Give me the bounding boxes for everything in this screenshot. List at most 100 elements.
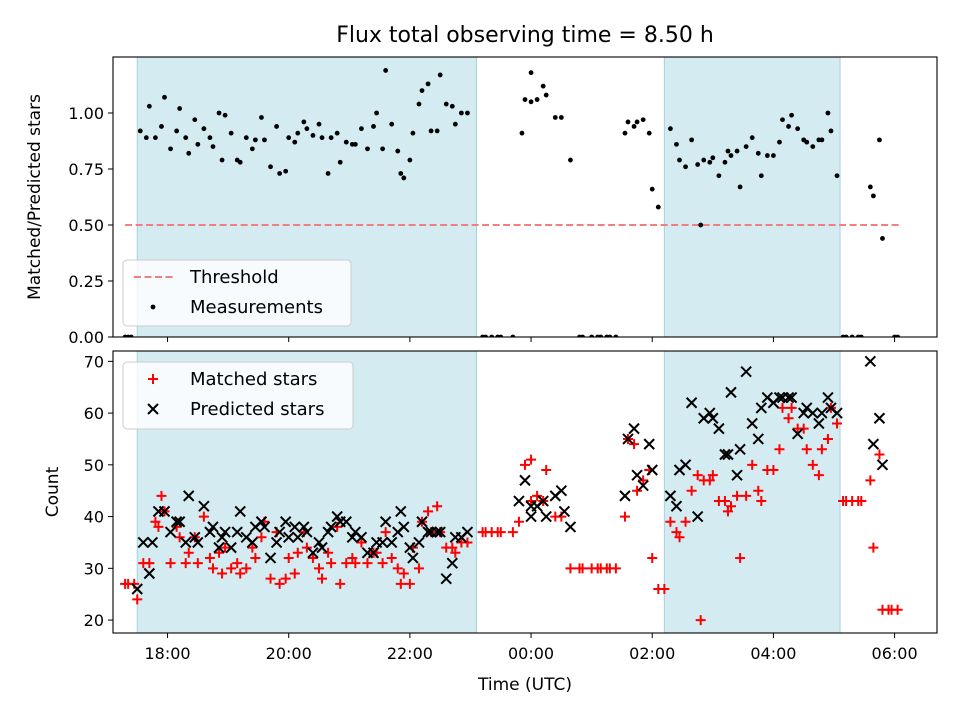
matched-star-point	[822, 433, 833, 444]
predicted-star-point	[204, 526, 216, 538]
predicted-star-point	[340, 516, 352, 528]
measurement-point	[849, 334, 855, 337]
predicted-star-point	[301, 526, 313, 538]
predicted-star-point	[725, 386, 737, 399]
predicted-star-point	[631, 469, 643, 481]
measurement-point	[698, 222, 704, 228]
measurement-point	[319, 135, 325, 141]
matched-star-point	[250, 552, 261, 563]
measurement-point	[328, 135, 334, 141]
predicted-star-point	[164, 526, 177, 538]
measurement-point	[249, 146, 255, 152]
matched-star-point	[362, 558, 373, 569]
predicted-star-point	[564, 521, 577, 533]
matched-star-point	[520, 459, 530, 470]
top-y-axis-label: Matched/Predicted stars	[25, 94, 45, 300]
matched-star-point	[247, 542, 258, 553]
predicted-star-point	[289, 521, 301, 533]
matched-star-point	[671, 527, 682, 538]
legend-threshold-label: Threshold	[189, 267, 279, 288]
predicted-star-point	[298, 521, 310, 533]
legend-top: Threshold Measurements	[122, 259, 352, 327]
y-tick-label: 40	[84, 508, 104, 527]
measurement-point	[252, 137, 258, 143]
measurement-point	[858, 334, 864, 337]
matched-star-point	[774, 444, 785, 455]
measurement-point	[543, 92, 549, 98]
measurement-point	[283, 168, 289, 174]
matched-star-point	[798, 423, 809, 434]
measurement-point	[646, 130, 652, 136]
predicted-star-point	[707, 412, 719, 424]
matched-star-point	[180, 558, 191, 569]
predicted-star-point	[670, 500, 683, 512]
legend-box	[122, 361, 354, 430]
matched-star-point	[356, 537, 367, 548]
matched-star-point	[768, 465, 779, 476]
matched-star-point	[326, 558, 337, 569]
matched-star-point	[144, 558, 155, 569]
matched-star-point	[868, 542, 879, 553]
matched-star-point	[874, 449, 885, 460]
measurement-point	[286, 135, 292, 141]
measurement-point	[607, 334, 613, 337]
predicted-star-point	[331, 510, 343, 523]
predicted-star-point	[519, 474, 531, 487]
predicted-star-point	[413, 536, 425, 549]
predicted-star-point	[395, 505, 407, 518]
predicted-star-point	[367, 547, 380, 559]
matched-star-point	[314, 563, 324, 574]
predicted-star-point	[307, 547, 319, 559]
y-tick-label: 0.00	[68, 328, 104, 347]
matched-star-point	[786, 402, 797, 413]
predicted-star-point	[867, 438, 880, 450]
matched-star-point	[150, 516, 161, 527]
measurement-point	[519, 130, 525, 136]
measurement-point	[489, 334, 495, 337]
x-axis-label: Time (UTC)	[477, 675, 572, 695]
matched-star-point	[192, 558, 203, 569]
measurement-point	[540, 83, 546, 89]
matched-star-point	[153, 521, 164, 532]
matched-star-point	[507, 527, 518, 538]
measurement-point	[137, 128, 143, 134]
measurement-point	[195, 141, 201, 147]
measurement-point	[153, 135, 158, 141]
legend-matched-label: Matched stars	[190, 369, 317, 390]
measurement-point	[834, 173, 840, 179]
measurement-point	[668, 126, 673, 132]
measurement-point	[374, 110, 379, 116]
predicted-star-point	[407, 552, 419, 564]
matched-star-point	[235, 568, 246, 579]
measurement-point	[613, 334, 619, 337]
y-tick-label: 0.25	[68, 272, 104, 291]
measurement-point	[143, 135, 149, 141]
measurement-point	[222, 112, 228, 118]
measurement-point	[677, 157, 682, 163]
measurement-point	[407, 157, 413, 163]
measurement-point	[365, 146, 370, 152]
matched-star-point	[265, 573, 276, 584]
predicted-star-point	[873, 412, 886, 424]
measurement-point	[277, 171, 283, 176]
predicted-star-point	[822, 391, 834, 404]
matched-star-point	[220, 542, 231, 553]
bottom-panel: 20 30 40 50 60 70 18:00 20:00 22:00 00:00 02:00 04:…	[84, 350, 938, 663]
matched-star-point	[647, 552, 658, 563]
measurement-point	[452, 121, 458, 127]
predicted-star-point	[722, 448, 734, 461]
measurement-point	[310, 133, 316, 138]
measurement-point	[522, 97, 528, 102]
measurement-point	[743, 144, 749, 150]
predicted-star-point	[225, 541, 237, 554]
predicted-star-point	[137, 536, 150, 549]
measurement-point	[728, 153, 734, 158]
x-tick-label: 20:00	[266, 644, 312, 663]
predicted-star-point	[734, 443, 746, 456]
matched-star-point	[386, 552, 397, 563]
measurement-point	[401, 175, 407, 181]
matched-star-point	[256, 532, 267, 543]
matched-star-point	[317, 573, 328, 584]
measurement-point	[689, 137, 695, 143]
y-tick-label: 20	[84, 611, 104, 630]
